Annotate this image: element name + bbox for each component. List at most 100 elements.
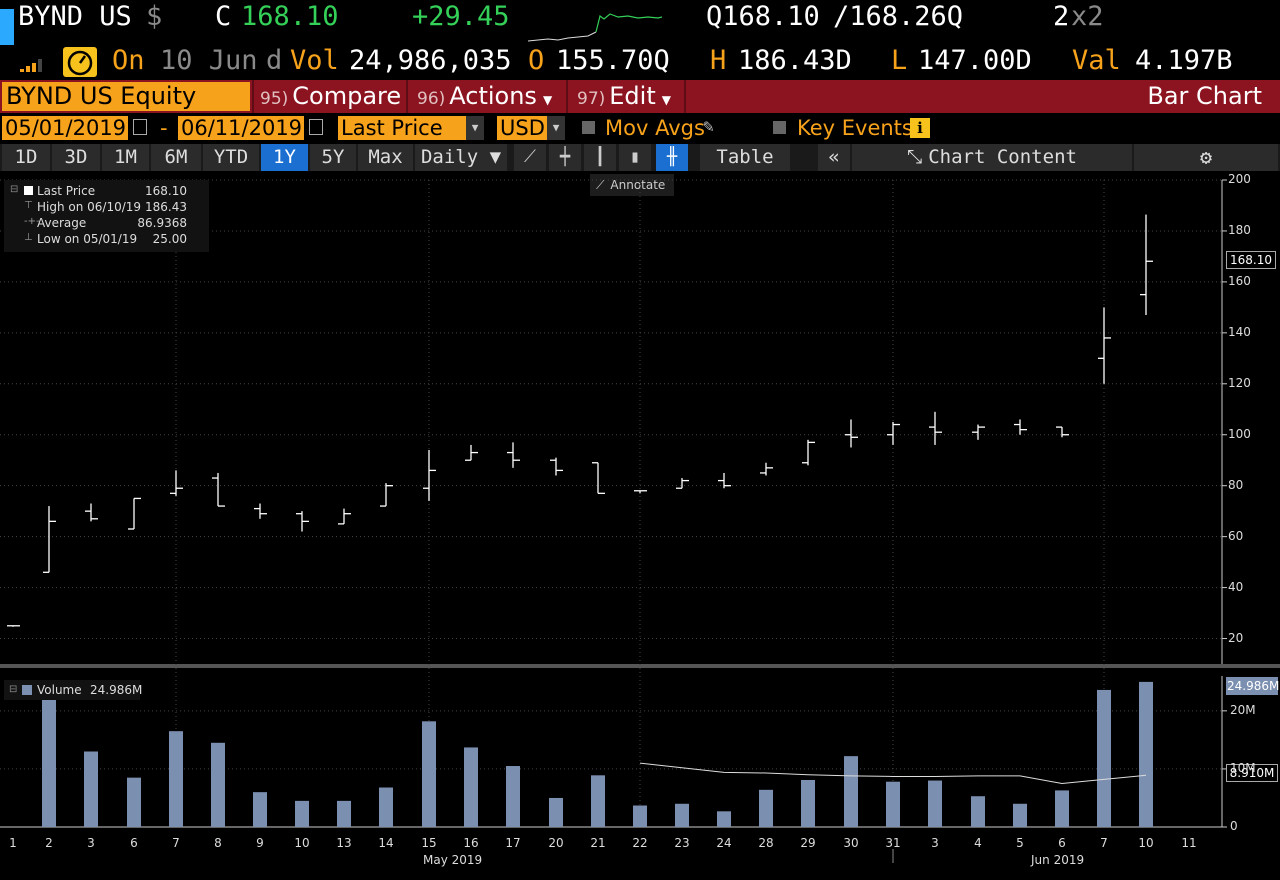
volume-bar <box>422 721 436 827</box>
last-price-swatch <box>24 186 33 195</box>
tab-ytd[interactable]: YTD <box>203 144 259 171</box>
volume-tick-label: 20M <box>1230 702 1256 717</box>
currency-select[interactable]: USD <box>497 116 547 140</box>
price-chart[interactable] <box>0 172 1280 880</box>
end-date-input[interactable]: 06/11/2019 <box>178 116 304 140</box>
tab-6m[interactable]: 6M <box>151 144 201 171</box>
edit-menu[interactable]: 97) Edit ▼ <box>577 80 671 113</box>
x-tick-label: 2 <box>45 836 53 850</box>
y-tick-label: 80 <box>1228 477 1244 492</box>
speedometer-icon[interactable] <box>63 47 97 77</box>
price-legend: Last Price 168.10 High on 06/10/19 186.4… <box>4 180 209 252</box>
x-tick-label: 15 <box>421 836 437 850</box>
x-tick-label: 28 <box>758 836 774 850</box>
average-marker-icon: -+- <box>24 216 40 227</box>
volume-bar <box>295 800 309 827</box>
annotate-label: Annotate <box>610 178 666 192</box>
volume-bar <box>127 777 141 827</box>
key-events-label[interactable]: Key Events <box>797 116 913 140</box>
edit-label: Edit <box>609 82 656 110</box>
hlc-chart-icon[interactable]: ╫ <box>656 144 688 171</box>
x-tick-label: 7 <box>172 836 180 850</box>
month-label: May 2019 <box>423 853 483 867</box>
security-field[interactable]: BYND US Equity <box>2 82 250 111</box>
collapse-icon[interactable]: « <box>818 144 850 171</box>
open-label: O <box>528 45 545 76</box>
menu-divider <box>684 80 686 113</box>
volume-bar <box>633 805 647 827</box>
actions-label: Actions <box>449 82 537 110</box>
tab-daily[interactable]: Daily ▼ <box>415 144 507 171</box>
x-tick-label: 20 <box>548 836 564 850</box>
ohlc-chart-icon[interactable]: ┿ <box>549 144 581 171</box>
ticker-row-2: On 10 Jun d Vol 24,986,035 O 155.70Q H 1… <box>0 44 1280 78</box>
volume-bar <box>675 803 689 827</box>
volume-value: 24,986,035 <box>349 45 512 76</box>
volume-tick-label: 0 <box>1230 819 1238 833</box>
legend-collapse-icon[interactable]: ⊟ <box>10 184 19 195</box>
annotate-icon: ⟋ <box>596 178 605 192</box>
line-chart-icon[interactable]: ⟋ <box>514 144 546 171</box>
high-value: 186.43D <box>738 45 852 76</box>
candle-chart-icon[interactable]: ▮ <box>619 144 651 171</box>
tab-max[interactable]: Max <box>358 144 413 171</box>
legend-avg-label: Average <box>37 216 87 230</box>
high-marker-icon: ⊤ <box>24 200 33 211</box>
x-tick-label: 5 <box>1016 836 1024 850</box>
panel-divider <box>0 664 1280 668</box>
volume-bar <box>844 756 858 827</box>
volume-bar <box>337 800 351 827</box>
x-tick-label: 11 <box>1181 836 1197 850</box>
table-button[interactable]: Table <box>700 144 790 171</box>
pencil-icon[interactable]: ✎ <box>703 116 714 137</box>
menu-divider <box>566 80 568 113</box>
x-tick-label: 3 <box>931 836 939 850</box>
tab-1m[interactable]: 1M <box>102 144 149 171</box>
volume-bar <box>379 787 393 827</box>
high-label: H <box>710 45 727 76</box>
actions-menu[interactable]: 96) Actions ▼ <box>417 80 552 113</box>
month-label: Jun 2019 <box>1031 853 1085 867</box>
legend-low-value: 25.00 <box>152 232 187 246</box>
tab-3d[interactable]: 3D <box>52 144 100 171</box>
info-icon[interactable]: i <box>910 118 930 138</box>
actions-number: 96) <box>417 89 446 109</box>
value-label: Val <box>1072 45 1121 76</box>
x-tick-label: 31 <box>885 836 901 850</box>
key-events-checkbox[interactable] <box>773 121 786 134</box>
security-indicator <box>0 9 14 45</box>
legend-high-label: High on 06/10/19 <box>37 200 142 214</box>
compare-label: Compare <box>292 82 402 110</box>
volume-ma-tag: 8.910M <box>1226 764 1278 782</box>
volume-tick-label: 10M <box>1230 760 1256 775</box>
compare-number: 95) <box>260 89 289 109</box>
chart-content-button[interactable]: ⤡ Chart Content <box>852 144 1132 171</box>
x-tick-label: 10 <box>294 836 310 850</box>
field-select[interactable]: Last Price <box>338 116 466 140</box>
y-tick-label: 120 <box>1228 375 1251 390</box>
mov-avgs-label[interactable]: Mov Avgs <box>605 116 705 140</box>
legend-avg-value: 86.9368 <box>137 216 187 230</box>
start-date-input[interactable]: 05/01/2019 <box>2 116 128 140</box>
volume-bar <box>886 781 900 827</box>
x-tick-label: 16 <box>463 836 479 850</box>
volume-bar <box>717 811 731 827</box>
currency-dropdown-icon[interactable]: ▼ <box>547 116 565 140</box>
x-tick-label: 23 <box>674 836 690 850</box>
y-tick-label: 40 <box>1228 579 1244 594</box>
bar-chart-icon[interactable]: ┃ <box>584 144 616 171</box>
tab-1d[interactable]: 1D <box>2 144 50 171</box>
volume-legend-collapse-icon[interactable]: ⊟ <box>9 684 18 695</box>
ticker-symbol[interactable]: BYND US <box>18 1 132 32</box>
mov-avgs-checkbox[interactable] <box>582 121 595 134</box>
compare-menu[interactable]: 95) Compare <box>260 80 401 113</box>
calendar-icon[interactable] <box>309 119 323 135</box>
volume-bar <box>971 796 985 827</box>
calendar-icon[interactable] <box>133 119 147 135</box>
tab-5y[interactable]: 5Y <box>310 144 356 171</box>
tab-1y[interactable]: 1Y <box>261 144 308 171</box>
gear-icon[interactable]: ⚙ <box>1134 144 1278 171</box>
last-price: 168.10 <box>241 1 339 32</box>
layout-count: 2 <box>1053 1 1070 32</box>
field-dropdown-icon[interactable]: ▼ <box>466 116 484 140</box>
